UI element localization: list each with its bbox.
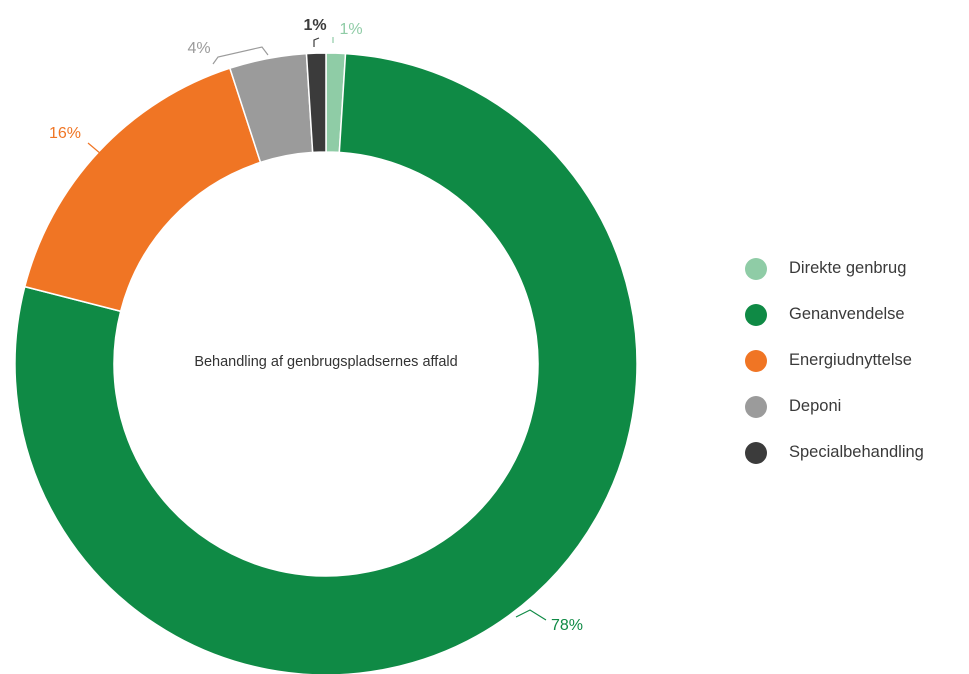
leader-line-specialbehandling [313,37,320,47]
leader-line-deponi [212,46,269,65]
percentage-labels: 1% 78% 16% 4% 1% [49,17,583,634]
legend-swatch [745,349,767,372]
data-label-direkte-genbrug: 1% [339,21,362,38]
slice-energiudnyttelse[interactable] [23,67,262,313]
data-label-genanvendelse: 78% [551,617,583,634]
legend-label: Deponi [789,397,842,415]
legend-swatch [745,395,767,418]
leader-line-energiudnyttelse [87,142,102,155]
legend-item-genanvendelse[interactable]: Genanvendelse [745,303,924,326]
chart-title: Behandling af genbrugspladsernes affald [194,354,457,370]
slice-genanvendelse[interactable] [14,52,638,674]
legend-label: Direkte genbrug [789,259,907,277]
data-label-energiudnyttelse: 16% [49,125,81,142]
leader-line-genanvendelse [515,609,547,621]
legend-item-specialbehandling[interactable]: Specialbehandling [745,441,924,464]
chart-legend: Direkte genbrug Genanvendelse Energiudny… [745,257,924,487]
legend-label: Genanvendelse [789,305,905,323]
legend-item-direkte-genbrug[interactable]: Direkte genbrug [745,257,924,280]
legend-swatch [745,257,767,280]
legend-label: Energiudnyttelse [789,351,912,369]
slice-specialbehandling[interactable] [305,52,327,154]
legend-swatch [745,441,767,464]
label-leader-lines [87,37,547,621]
legend-item-deponi[interactable]: Deponi [745,395,924,418]
legend-label: Specialbehandling [789,443,924,461]
donut-slices [14,52,638,674]
legend-swatch [745,303,767,326]
data-label-specialbehandling: 1% [303,17,326,34]
legend-item-energiudnyttelse[interactable]: Energiudnyttelse [745,349,924,372]
data-label-deponi: 4% [187,40,210,57]
